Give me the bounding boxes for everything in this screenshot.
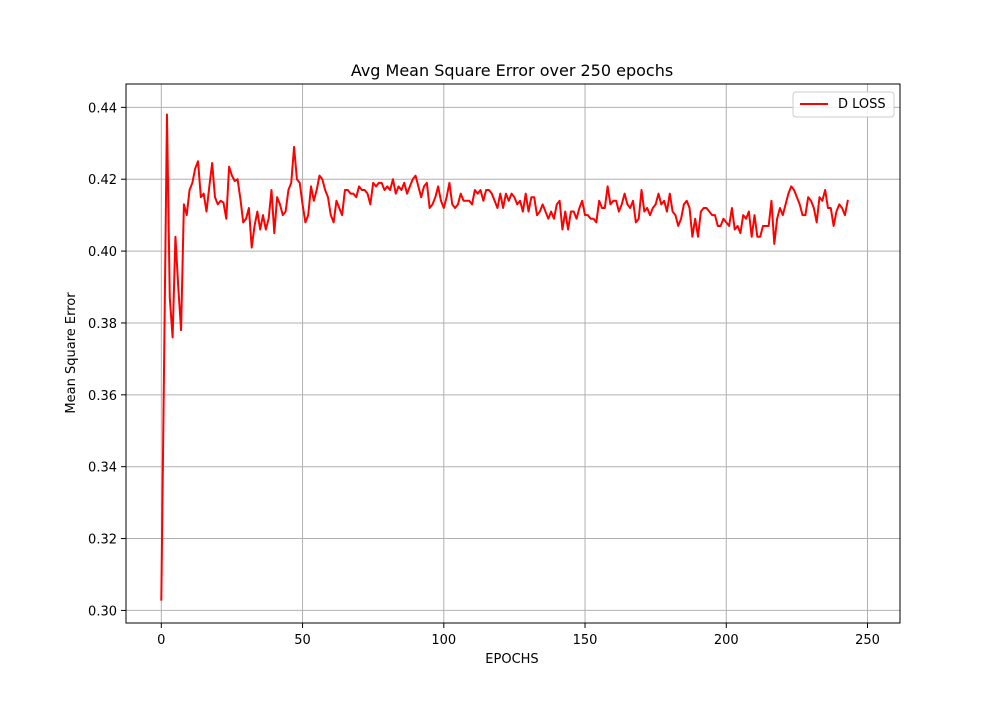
y-tick-label: 0.30 xyxy=(88,604,117,619)
y-tick-label: 0.42 xyxy=(88,173,117,188)
y-tick-label: 0.32 xyxy=(88,533,117,548)
axis-ticks: 0 50 100 150 200 250 0.30 0.32 0.34 0.36 0.38 0.40 0… xyxy=(88,101,880,648)
y-tick-label: 0.36 xyxy=(88,389,117,404)
x-tick-label: 250 xyxy=(855,633,880,648)
x-tick-label: 50 xyxy=(294,633,311,648)
x-tick-label: 200 xyxy=(714,633,739,648)
y-tick-label: 0.40 xyxy=(88,245,117,260)
x-tick-label: 0 xyxy=(157,633,165,648)
y-axis-label: Mean Square Error xyxy=(64,292,79,414)
plot-series xyxy=(160,113,849,601)
x-tick-label: 100 xyxy=(431,633,456,648)
chart-title: Avg Mean Square Error over 250 epochs xyxy=(351,61,673,80)
legend-box xyxy=(792,91,895,118)
x-axis-label: EPOCHS xyxy=(485,652,538,667)
y-tick-label: 0.38 xyxy=(88,317,117,332)
series-line-d-loss xyxy=(160,113,849,601)
x-tick-label: 150 xyxy=(573,633,598,648)
plot-area-frame xyxy=(125,83,901,624)
grid xyxy=(126,84,900,623)
y-tick-label: 0.44 xyxy=(88,101,117,116)
legend-label: D LOSS xyxy=(838,97,886,112)
legend: D LOSS xyxy=(792,91,895,118)
y-tick-label: 0.34 xyxy=(88,461,117,476)
